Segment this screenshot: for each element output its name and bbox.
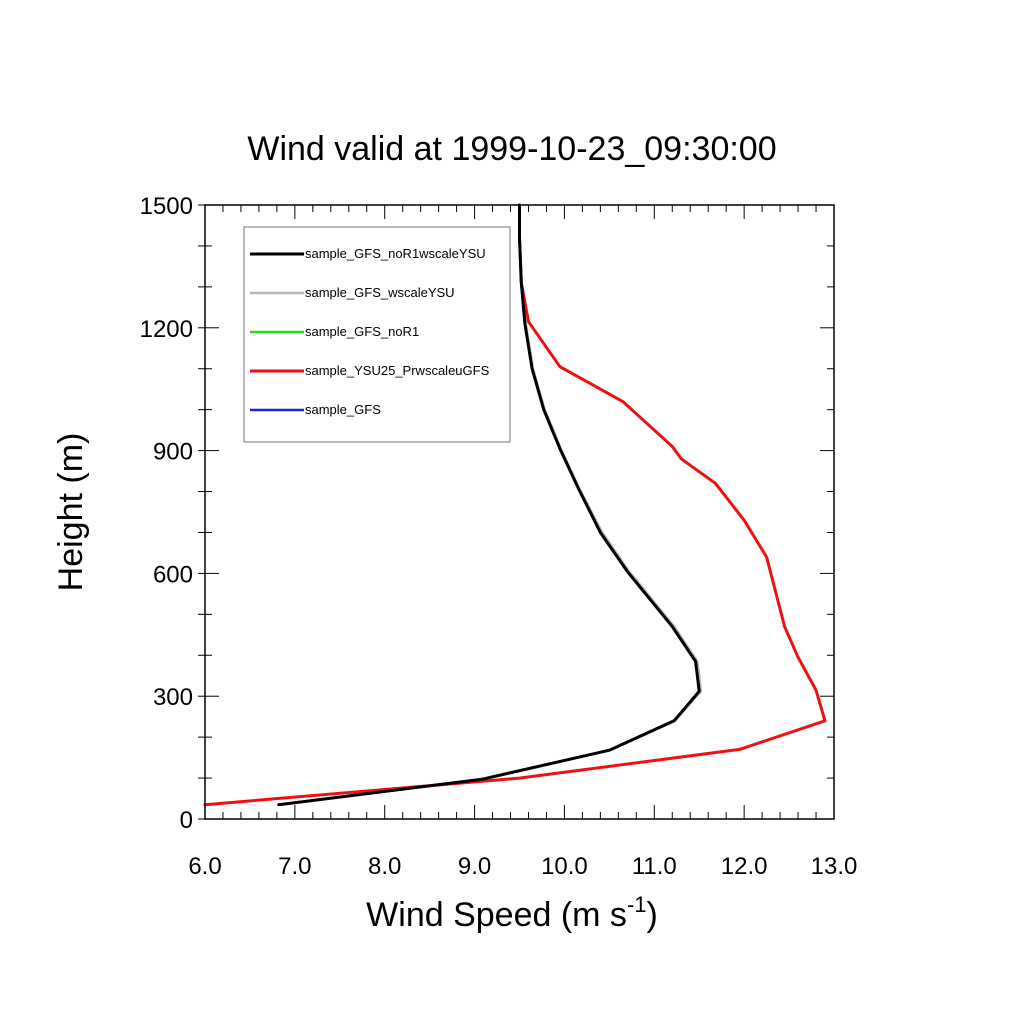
- y-tick-labels: 0 300 600 900 1200 1500: [140, 193, 193, 834]
- x-tick-label: 10.0: [541, 853, 588, 880]
- x-tick-label: 11.0: [632, 853, 677, 880]
- legend-label-sample_GFS_wscaleYSU: sample_GFS_wscaleYSU: [305, 285, 455, 300]
- x-tick-labels: 6.0 7.0 8.0 9.0 10.0 11.0 12.0 13.0: [188, 853, 857, 880]
- y-tick-label: 900: [153, 439, 193, 466]
- legend-label-sample_GFS_noR1wscaleYSU: sample_GFS_noR1wscaleYSU: [305, 246, 486, 261]
- x-tick-label: 6.0: [188, 853, 221, 880]
- y-tick-label: 600: [153, 561, 193, 588]
- y-tick-label: 1200: [140, 316, 193, 343]
- legend: sample_GFS_noR1wscaleYSU sample_GFS_wscal…: [243, 226, 511, 443]
- x-tick-label: 9.0: [458, 853, 491, 880]
- x-tick-label: 7.0: [278, 853, 311, 880]
- series-line-sample_GFS_noR1wscaleYSU: [277, 203, 701, 807]
- x-tick-label: 8.0: [368, 853, 401, 880]
- x-tick-label: 13.0: [811, 853, 858, 880]
- legend-box: [243, 226, 511, 443]
- x-tick-label: 12.0: [721, 853, 768, 880]
- x-axis-title-main: Wind Speed (m s: [366, 896, 627, 934]
- y-tick-label: 0: [180, 807, 193, 834]
- x-axis-title-end: ): [647, 896, 658, 934]
- y-axis-title: Height (m): [52, 433, 90, 592]
- y-tick-label: 300: [153, 684, 193, 711]
- x-axis-title-superscript: -1: [627, 892, 647, 917]
- series-layer: [203, 203, 827, 807]
- series-line-sample_YSU25_PrwscaleuGFS: [203, 203, 827, 807]
- legend-label-sample_GFS: sample_GFS: [305, 402, 381, 417]
- legend-label-sample_GFS_noR1: sample_GFS_noR1: [305, 324, 419, 339]
- x-axis-title: Wind Speed (m s-1): [366, 892, 658, 934]
- legend-label-sample_YSU25_PrwscaleuGFS: sample_YSU25_PrwscaleuGFS: [305, 363, 490, 378]
- chart-title: Wind valid at 1999-10-23_09:30:00: [247, 130, 776, 168]
- y-tick-label: 1500: [140, 193, 193, 220]
- plot-frame: [204, 204, 835, 820]
